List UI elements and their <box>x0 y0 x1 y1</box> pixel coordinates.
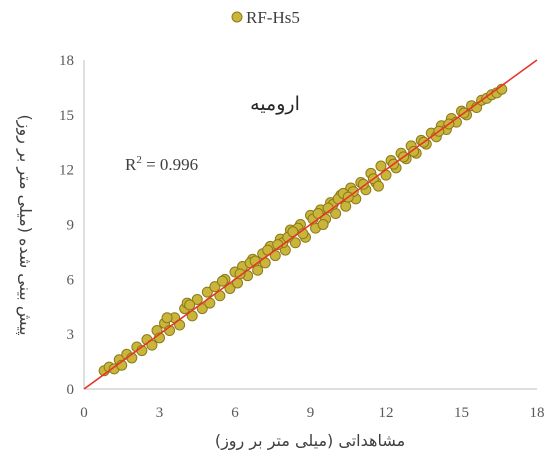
legend: RF-Hs5 <box>231 8 300 27</box>
y-tick-label: 0 <box>67 382 75 398</box>
r-squared-annotation: R2 = 0.996 <box>125 154 198 174</box>
r-squared-value: = 0.996 <box>142 155 198 174</box>
data-point <box>252 264 264 276</box>
x-tick-label: 0 <box>80 405 88 421</box>
tick-labels: 0 3 6 9 12 15 18 0 3 6 9 12 15 18 <box>59 53 545 421</box>
data-point <box>201 286 213 298</box>
y-tick-label: 15 <box>59 108 74 124</box>
y-tick-label: 6 <box>67 272 75 288</box>
data-point <box>161 312 173 324</box>
data-point <box>216 275 228 287</box>
x-tick-label: 15 <box>454 405 469 421</box>
data-point <box>375 160 387 172</box>
data-point <box>184 299 196 311</box>
legend-marker <box>231 11 243 23</box>
data-point <box>372 180 384 192</box>
y-tick-label: 12 <box>59 163 74 179</box>
data-points <box>98 83 508 377</box>
r-squared-sup: 2 <box>136 154 142 166</box>
x-tick-label: 9 <box>307 405 315 421</box>
data-point <box>234 268 246 280</box>
x-tick-label: 12 <box>379 405 394 421</box>
y-tick-label: 3 <box>67 327 75 343</box>
data-point <box>357 178 369 190</box>
x-tick-label: 18 <box>530 405 545 421</box>
legend-label: RF-Hs5 <box>246 8 300 27</box>
plot-axes <box>83 60 537 390</box>
y-tick-label: 9 <box>67 218 75 234</box>
data-point <box>317 219 329 230</box>
y-axis-title: پیش بینی شده (میلی متر بر روز) <box>15 114 35 335</box>
data-point <box>408 145 420 157</box>
x-tick-label: 6 <box>231 405 239 421</box>
x-tick-label: 3 <box>156 405 164 421</box>
data-point <box>209 281 221 293</box>
data-point <box>191 293 203 305</box>
x-axis-title: مشاهداتی (میلی متر بر روز) <box>215 431 405 451</box>
one-to-one-line <box>83 59 538 390</box>
chart-title: ارومیه <box>250 93 300 115</box>
r-squared-prefix: R <box>125 155 137 174</box>
y-tick-label: 18 <box>59 53 74 69</box>
data-point <box>340 200 352 212</box>
data-point <box>289 237 301 249</box>
